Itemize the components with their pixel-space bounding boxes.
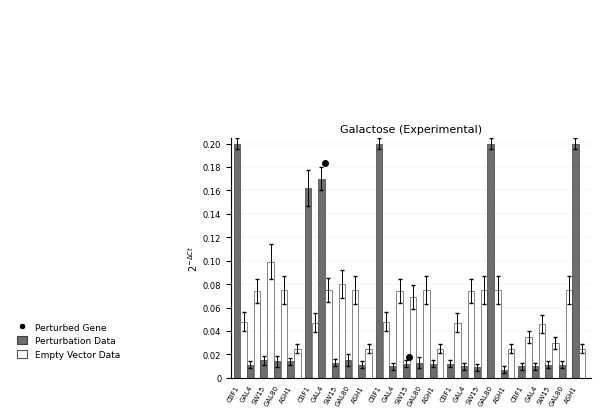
Bar [241, 322, 247, 378]
Bar [526, 337, 532, 378]
Bar [410, 297, 416, 378]
Bar [437, 349, 443, 378]
Bar [376, 144, 382, 378]
Bar [579, 349, 586, 378]
Bar [572, 144, 578, 378]
Bar [397, 292, 403, 378]
Bar [233, 144, 240, 378]
Title: Galactose (Experimental): Galactose (Experimental) [340, 125, 482, 135]
Bar [416, 363, 422, 378]
Bar [501, 370, 508, 378]
Bar [539, 324, 545, 378]
Bar [494, 290, 501, 378]
Bar [268, 262, 274, 378]
Bar [281, 290, 287, 378]
Bar [481, 290, 487, 378]
Bar [318, 179, 325, 378]
Bar [487, 144, 494, 378]
Legend: Perturbed Gene, Perturbation Data, Empty Vector Data: Perturbed Gene, Perturbation Data, Empty… [17, 323, 120, 359]
Bar [447, 364, 454, 378]
Bar [545, 365, 551, 378]
Bar [287, 361, 293, 378]
Y-axis label: $2^{-\Delta Ct}$: $2^{-\Delta Ct}$ [186, 245, 200, 271]
Bar [254, 292, 260, 378]
Bar [274, 361, 280, 378]
Bar [247, 365, 253, 378]
Bar [518, 366, 525, 378]
Bar [311, 323, 318, 378]
Bar [345, 361, 352, 378]
Bar [559, 365, 565, 378]
Bar [389, 366, 396, 378]
Bar [532, 366, 538, 378]
Bar [358, 365, 365, 378]
Bar [305, 189, 311, 378]
Bar [566, 290, 572, 378]
Bar [383, 322, 389, 378]
Bar [508, 349, 514, 378]
Bar [294, 349, 301, 378]
Bar [332, 363, 338, 378]
Bar [260, 361, 267, 378]
Bar [454, 323, 461, 378]
Bar [403, 364, 409, 378]
Bar [467, 292, 474, 378]
Bar [423, 290, 430, 378]
Bar [461, 366, 467, 378]
Bar [552, 343, 559, 378]
Bar [365, 349, 372, 378]
Bar [352, 290, 358, 378]
Bar [474, 368, 481, 378]
Bar [338, 285, 345, 378]
Bar [325, 290, 332, 378]
Bar [430, 364, 436, 378]
